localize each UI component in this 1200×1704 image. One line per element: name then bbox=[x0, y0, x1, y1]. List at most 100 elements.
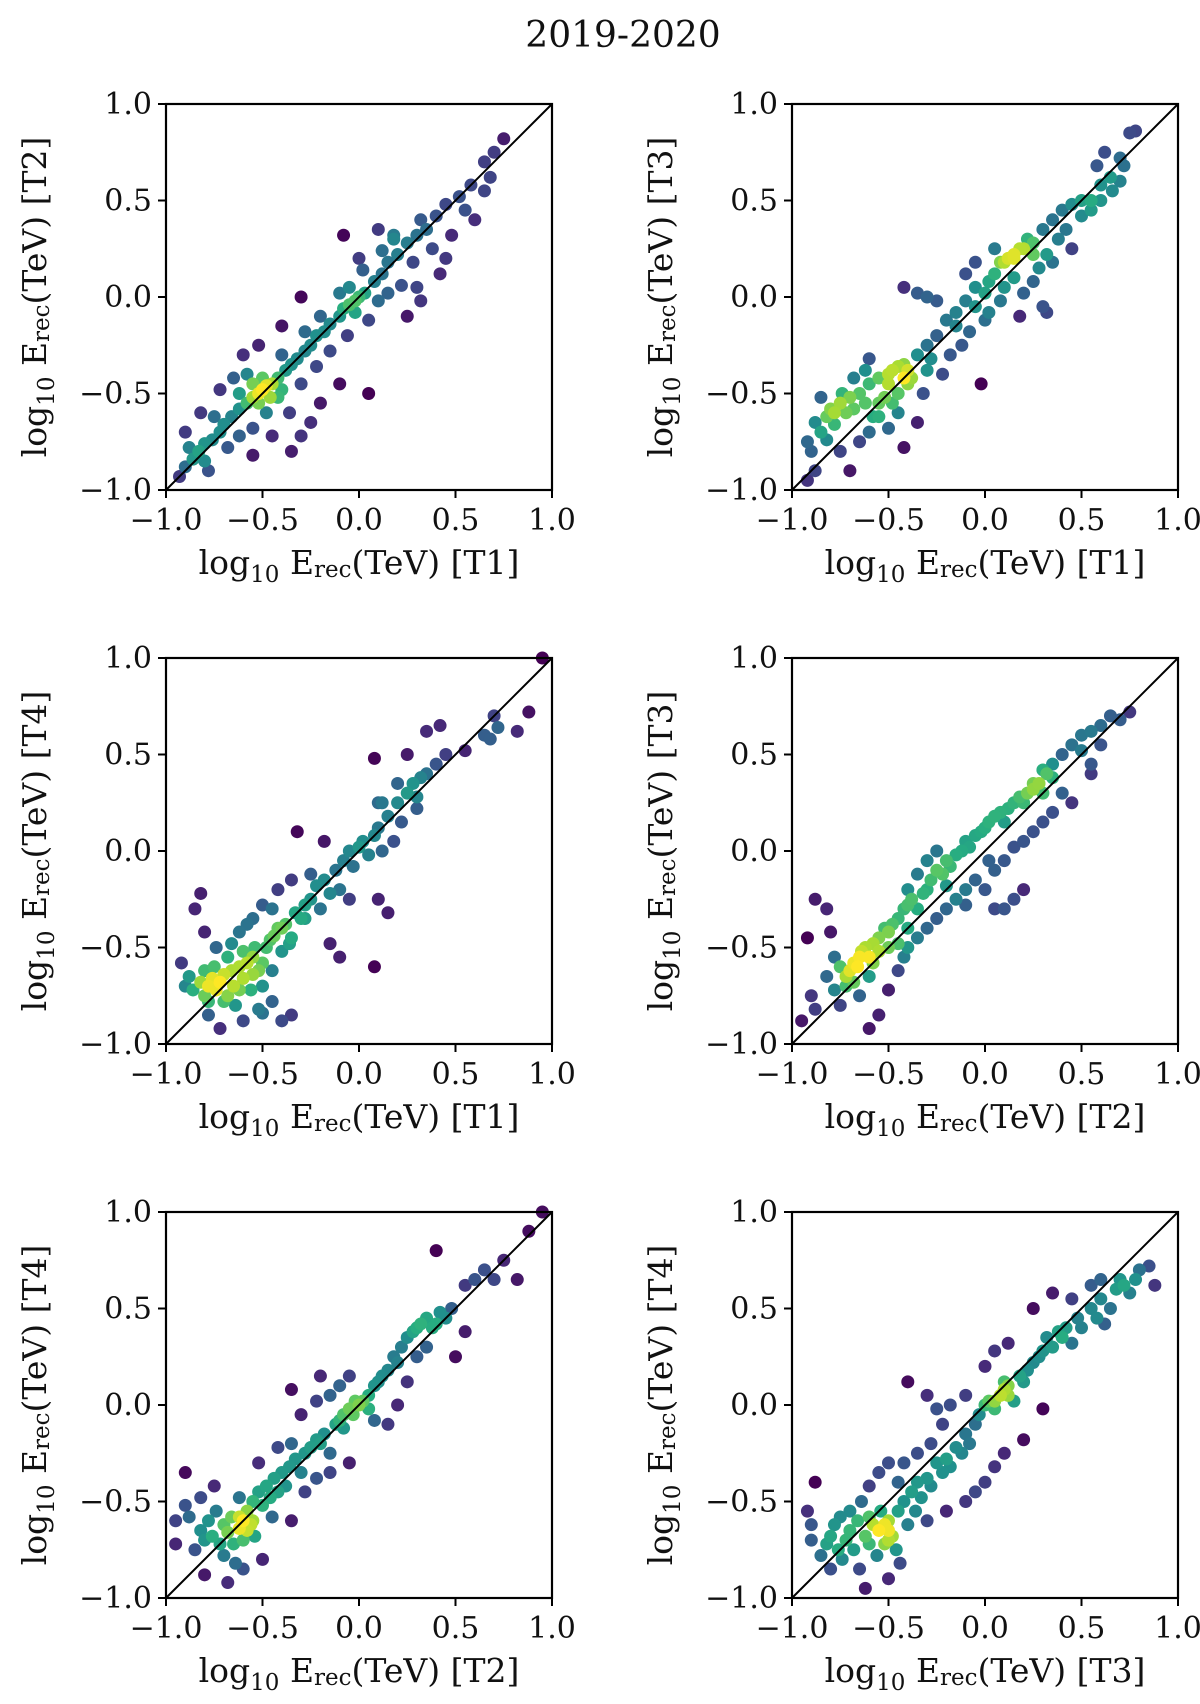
scatter-point bbox=[930, 329, 944, 343]
x-tick-label: 0.0 bbox=[961, 1057, 1009, 1092]
diagonal-line bbox=[165, 657, 553, 1045]
scatter-point bbox=[949, 848, 963, 862]
scatter-point bbox=[974, 377, 988, 391]
x-axis-label: log10 Erec(TeV) [T1] bbox=[825, 543, 1146, 588]
scatter-point bbox=[1084, 767, 1098, 781]
scatter-point bbox=[259, 406, 273, 420]
scatter-points bbox=[800, 1259, 1162, 1595]
scatter-point bbox=[843, 1523, 857, 1537]
scatter-point bbox=[897, 441, 911, 455]
scatter-point bbox=[391, 1356, 405, 1370]
scatter-point bbox=[236, 348, 250, 362]
x-tick-label: 1.0 bbox=[1154, 1611, 1200, 1646]
scatter-point bbox=[429, 1244, 443, 1258]
scatter-point bbox=[988, 902, 1002, 916]
scatter-point bbox=[205, 1529, 219, 1543]
scatter-point bbox=[833, 444, 847, 458]
scatter-point bbox=[468, 1273, 482, 1287]
scatter-point bbox=[1094, 1273, 1108, 1287]
scatter-point bbox=[188, 1543, 202, 1557]
scatter-point bbox=[843, 390, 857, 404]
scatter-point bbox=[209, 941, 223, 954]
scatter-point bbox=[201, 979, 215, 993]
scatter-point bbox=[808, 415, 822, 429]
scatter-point bbox=[882, 925, 895, 939]
scatter-point bbox=[968, 255, 982, 269]
scatter-point bbox=[949, 305, 963, 319]
x-tick-label: −1.0 bbox=[130, 1057, 203, 1092]
scatter-point bbox=[228, 1556, 242, 1570]
scatter-point bbox=[483, 170, 497, 184]
diagonal-line bbox=[791, 657, 1179, 1045]
scatter-point bbox=[993, 294, 1007, 308]
scatter-point bbox=[271, 1440, 285, 1454]
x-tick-label: 0.0 bbox=[961, 1611, 1009, 1646]
diagonal-line bbox=[791, 103, 1179, 491]
scatter-point bbox=[1032, 261, 1046, 275]
x-tick-label: 0.0 bbox=[961, 503, 1009, 538]
scatter-point bbox=[949, 892, 963, 906]
scatter-point bbox=[182, 1510, 196, 1524]
scatter-point bbox=[939, 313, 953, 327]
scatter-point bbox=[843, 1504, 857, 1518]
x-tick-label: −1.0 bbox=[130, 503, 203, 538]
y-tick-label: 1.0 bbox=[730, 1195, 778, 1230]
scatter-point bbox=[375, 796, 389, 810]
scatter-point bbox=[433, 719, 447, 733]
scatter-point bbox=[901, 1375, 915, 1389]
scatter-point bbox=[910, 1475, 924, 1489]
scatter-point bbox=[310, 1471, 324, 1485]
x-axis-label: log10 Erec(TeV) [T2] bbox=[825, 1097, 1146, 1142]
scatter-point bbox=[236, 944, 250, 958]
scatter-point bbox=[827, 1518, 841, 1532]
scatter-point bbox=[872, 410, 886, 424]
x-tick-label: 0.5 bbox=[432, 1057, 480, 1092]
scatter-point bbox=[959, 267, 973, 281]
scatter-point bbox=[340, 329, 354, 343]
scatter-point bbox=[882, 421, 895, 435]
scatter-point bbox=[891, 387, 905, 400]
scatter-point bbox=[968, 873, 982, 887]
scatter-point bbox=[939, 1452, 953, 1466]
scatter-point bbox=[198, 454, 212, 468]
scatter-point bbox=[968, 1485, 982, 1499]
scatter-point bbox=[1084, 203, 1098, 217]
scatter-point bbox=[356, 263, 370, 277]
scatter-point bbox=[387, 834, 401, 848]
scatter-point bbox=[988, 863, 1002, 877]
scatter-point bbox=[1001, 1336, 1015, 1350]
scatter-point bbox=[872, 1466, 886, 1480]
scatter-panel-3: −1.0 −0.5 0.0 0.5 1.0−1.0−0.50.00.51.0log10 … bbox=[15, 641, 576, 1142]
scatter-point bbox=[1036, 1402, 1050, 1416]
scatter-point bbox=[1017, 286, 1031, 300]
scatter-points bbox=[174, 651, 549, 1036]
scatter-point bbox=[1148, 1278, 1162, 1292]
x-tick-label: 1.0 bbox=[528, 503, 576, 538]
scatter-point bbox=[391, 796, 405, 810]
y-tick-label: −0.5 bbox=[79, 377, 152, 412]
scatter-points bbox=[800, 124, 1143, 487]
scatter-point bbox=[851, 960, 865, 974]
scatter-point bbox=[862, 425, 876, 439]
scatter-point bbox=[959, 898, 973, 912]
scatter-point bbox=[400, 1375, 414, 1389]
y-tick-label: 0.5 bbox=[104, 1292, 152, 1327]
scatter-point bbox=[1046, 1340, 1060, 1354]
scatter-point bbox=[824, 1562, 838, 1576]
scatter-point bbox=[227, 979, 241, 993]
scatter-point bbox=[1036, 300, 1050, 314]
scatter-point bbox=[851, 1514, 865, 1528]
scatter-point bbox=[1017, 883, 1031, 897]
scatter-point bbox=[949, 1440, 963, 1454]
scatter-point bbox=[425, 1321, 439, 1335]
scatter-point bbox=[963, 325, 977, 339]
scatter-point bbox=[221, 1576, 235, 1590]
scatter-point bbox=[246, 421, 260, 435]
scatter-point bbox=[394, 1340, 408, 1354]
scatter-point bbox=[323, 1446, 337, 1460]
scatter-point bbox=[1065, 1336, 1079, 1350]
scatter-point bbox=[487, 145, 501, 159]
scatter-point bbox=[1065, 242, 1079, 256]
y-tick-label: 1.0 bbox=[104, 641, 152, 676]
scatter-point bbox=[367, 1379, 381, 1393]
